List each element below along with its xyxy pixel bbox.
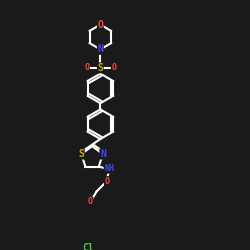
Text: O: O — [98, 20, 103, 30]
Text: O: O — [111, 63, 116, 72]
Text: S: S — [78, 149, 84, 159]
Text: O: O — [104, 176, 110, 186]
Text: N: N — [98, 44, 103, 54]
Text: O: O — [84, 63, 89, 72]
Text: NH: NH — [104, 164, 114, 173]
Text: O: O — [88, 197, 93, 206]
Text: S: S — [98, 63, 103, 73]
Text: N: N — [100, 149, 106, 159]
Text: Cl: Cl — [82, 243, 94, 250]
